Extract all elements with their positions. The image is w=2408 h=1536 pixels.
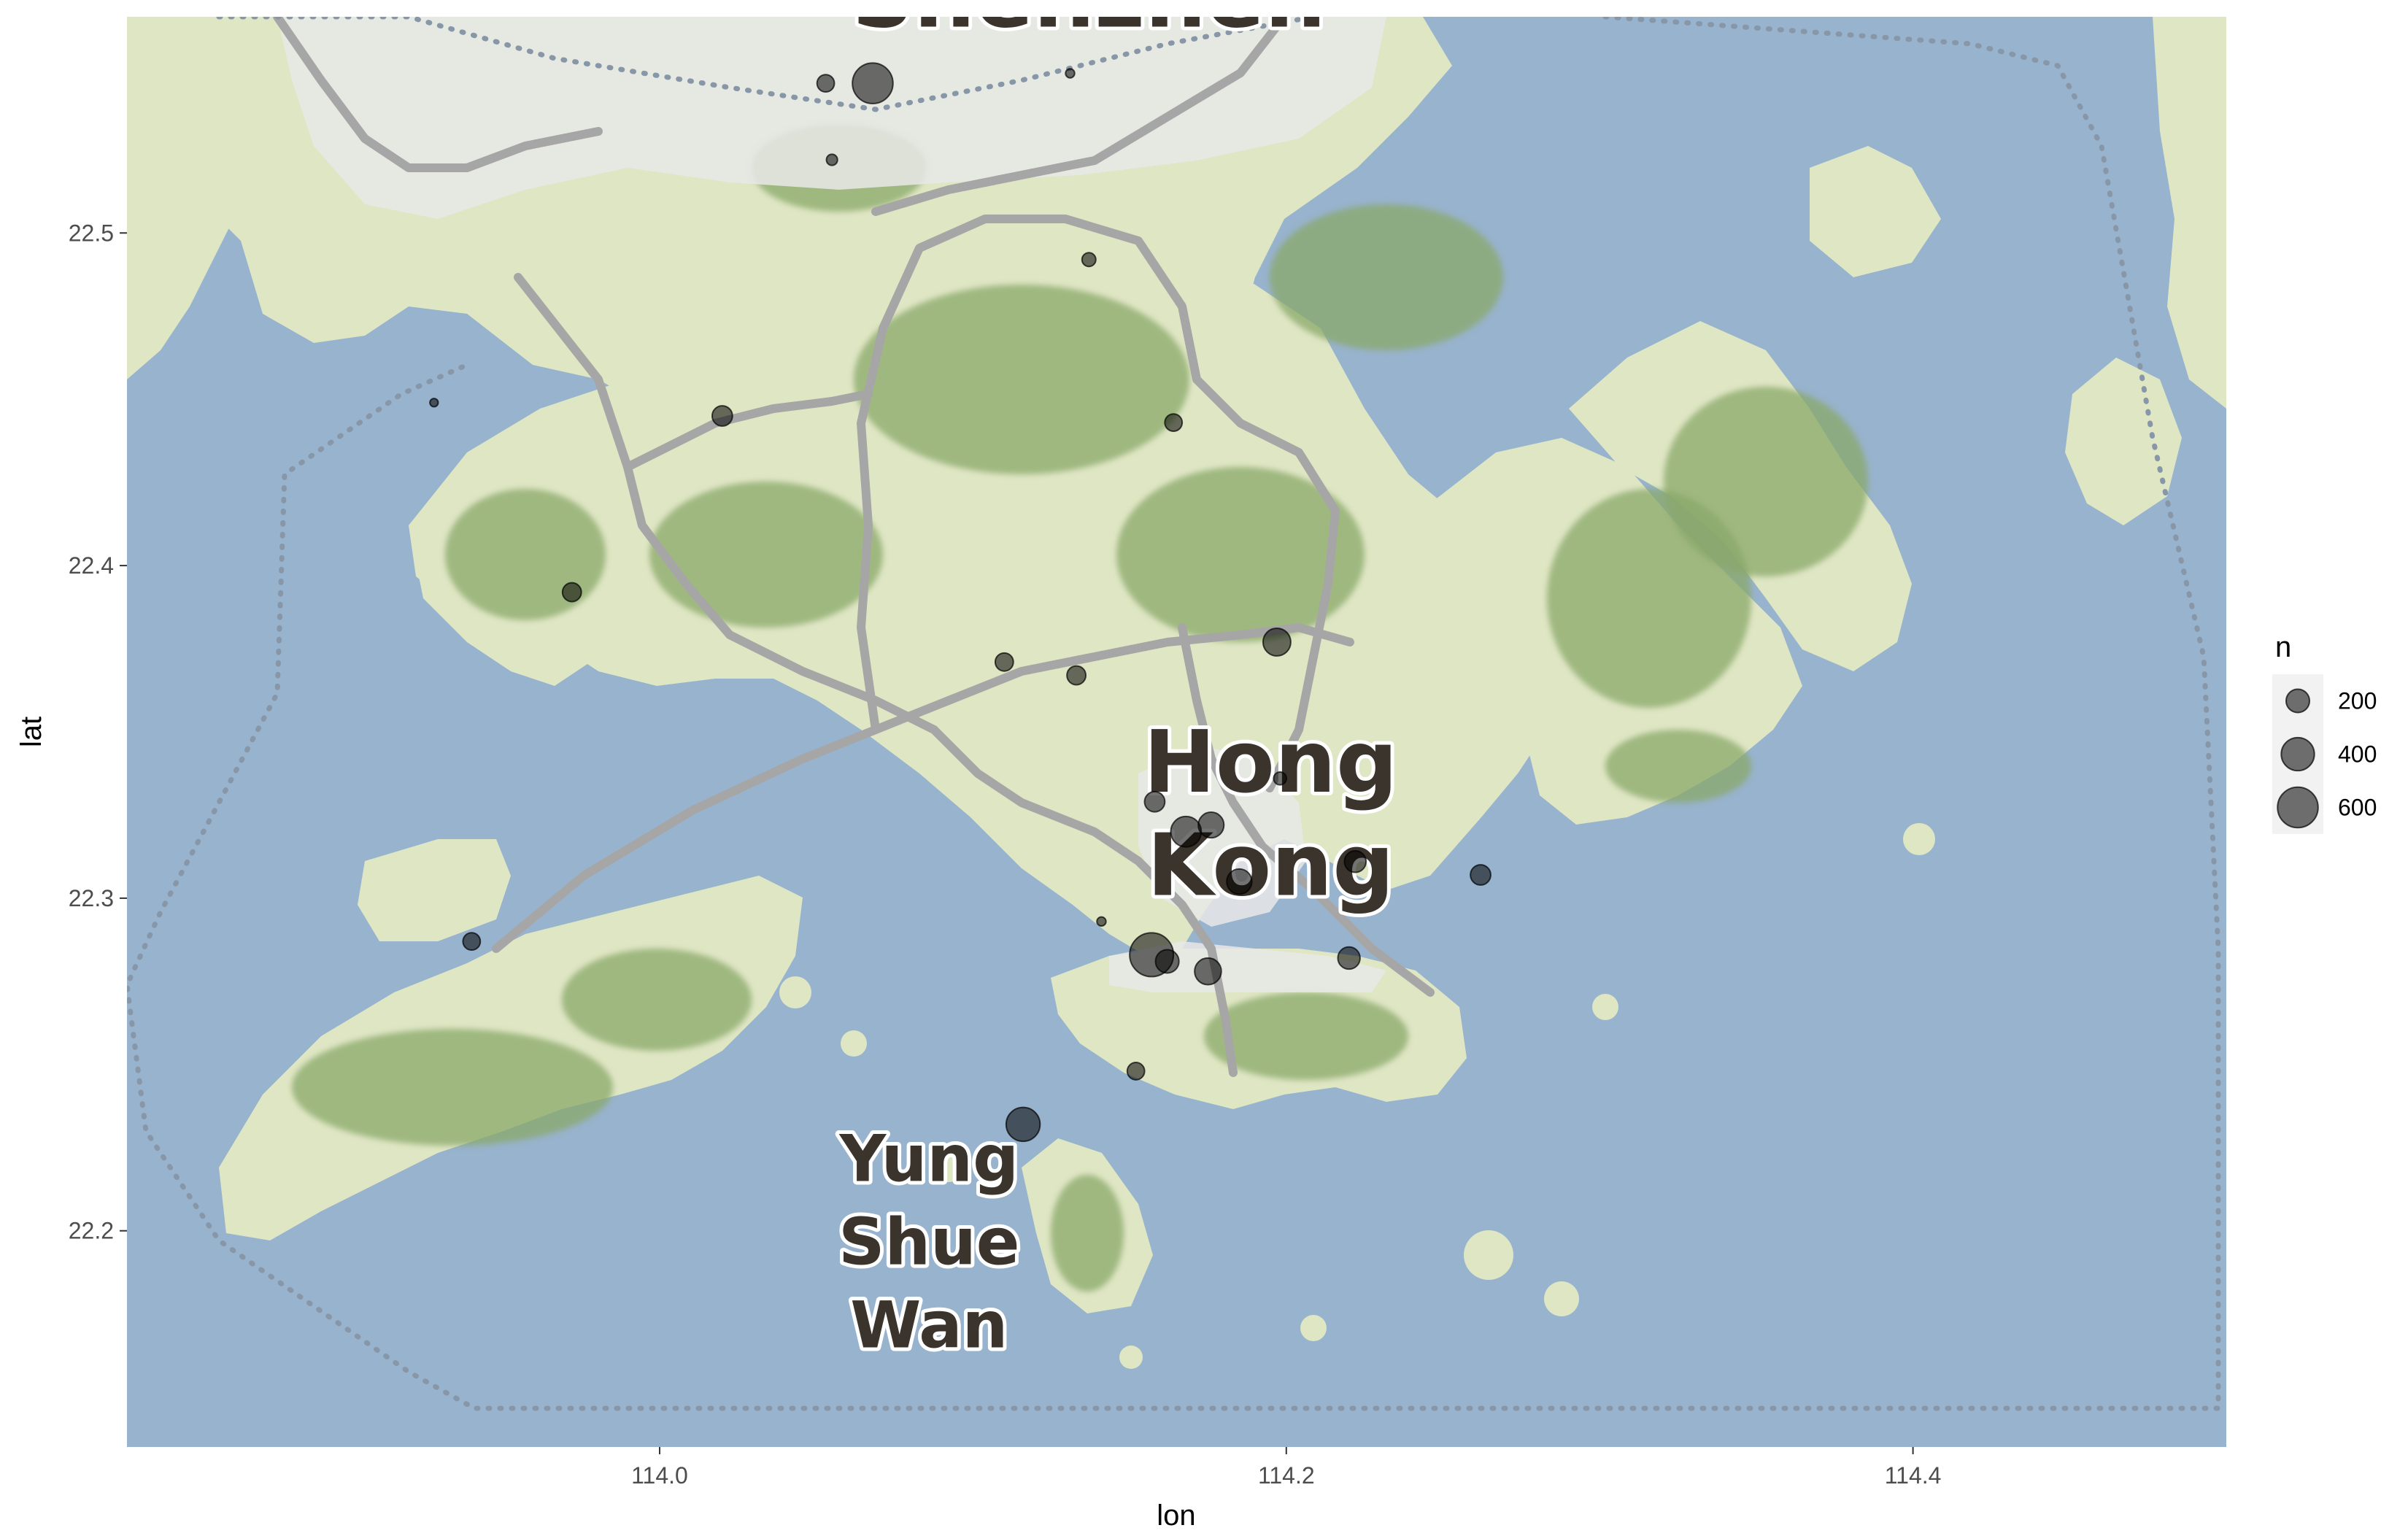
data-point[interactable]: [1164, 413, 1184, 432]
data-point[interactable]: [1343, 849, 1367, 873]
road-layer: [273, 17, 1435, 1077]
land-islet: [779, 976, 811, 1008]
data-point[interactable]: [1197, 811, 1225, 839]
y-tick-label: 22.3: [69, 885, 114, 911]
hill: [1270, 204, 1503, 350]
hill: [1116, 467, 1365, 642]
hill: [1664, 387, 1868, 576]
hill: [1051, 1175, 1124, 1292]
urban-shenzhen: [277, 17, 1386, 219]
land-islet: [1592, 994, 1618, 1020]
data-point[interactable]: [1262, 627, 1292, 657]
data-point[interactable]: [1337, 946, 1361, 970]
y-axis-title: lat: [15, 717, 47, 747]
road-major: [514, 273, 938, 734]
legend-label: 400: [2338, 741, 2377, 768]
data-point[interactable]: [1194, 957, 1222, 986]
urban-layer: [277, 17, 1386, 992]
legend-label: 600: [2338, 795, 2377, 821]
land-islet: [1300, 1315, 1327, 1341]
data-point[interactable]: [1005, 1106, 1041, 1143]
y-tick-label: 22.5: [69, 220, 114, 246]
land-shekou: [127, 17, 314, 379]
hill: [562, 949, 752, 1051]
data-point[interactable]: [711, 405, 733, 427]
x-tick-label: 114.2: [1258, 1462, 1315, 1489]
legend-key-circle: [2280, 736, 2315, 772]
data-point[interactable]: [1170, 815, 1203, 848]
data-point[interactable]: [1154, 949, 1180, 974]
data-point[interactable]: [825, 153, 838, 166]
hill: [854, 285, 1189, 474]
x-axis-title: lon: [1157, 1500, 1195, 1532]
data-point[interactable]: [462, 932, 482, 952]
road-major: [492, 623, 1354, 953]
urban-kowloon: [1138, 744, 1306, 927]
land-islet: [1544, 1281, 1579, 1316]
land-islet: [1464, 1230, 1513, 1280]
road-major: [273, 17, 603, 172]
place-label: Wan: [850, 1287, 1008, 1362]
y-tick-label: 22.2: [69, 1218, 114, 1244]
data-point[interactable]: [816, 74, 836, 93]
land-far-east: [2153, 17, 2226, 409]
place-label: Shenzhen: [852, 0, 1326, 47]
hill: [445, 489, 606, 620]
land-ne-top: [1810, 146, 1941, 277]
hill: [1204, 992, 1408, 1080]
data-point[interactable]: [1143, 790, 1166, 813]
y-tick-label: 22.4: [69, 552, 114, 579]
data-point[interactable]: [1065, 68, 1076, 79]
data-point[interactable]: [1470, 864, 1492, 886]
road-major: [857, 215, 1340, 734]
land-airport: [358, 839, 511, 941]
hill: [292, 1029, 613, 1146]
data-point[interactable]: [852, 62, 894, 104]
place-label: Hong: [1143, 711, 1397, 812]
legend-title: n: [2275, 631, 2291, 663]
data-point[interactable]: [1066, 665, 1087, 686]
land-islet: [1119, 1346, 1143, 1369]
road-major: [623, 390, 873, 471]
y-axis: 22.2 22.3 22.4 22.5: [69, 220, 127, 1244]
maritime-boundary: [127, 17, 2221, 1411]
map-panel[interactable]: ShenzhenHongKongYungShueWan: [127, 0, 2226, 1447]
data-point[interactable]: [1081, 252, 1097, 268]
data-point[interactable]: [994, 652, 1014, 672]
legend-key-circle: [2285, 688, 2311, 714]
hillshade-layer: [292, 124, 1868, 1292]
land-e-island: [2065, 358, 2182, 525]
road-major: [1265, 652, 1318, 792]
hill: [1605, 730, 1751, 803]
x-tick-label: 114.4: [1885, 1462, 1942, 1489]
legend-key-circle: [2277, 786, 2319, 829]
legend-keys: 200 400 600: [2272, 674, 2377, 834]
x-tick-label: 114.0: [631, 1462, 688, 1489]
data-point[interactable]: [1226, 868, 1253, 895]
data-point[interactable]: [429, 398, 439, 408]
data-point[interactable]: [1126, 1062, 1146, 1081]
road-major: [871, 17, 1289, 216]
place-label: Yung: [838, 1121, 1019, 1196]
land-islet: [841, 1030, 867, 1057]
place-labels: ShenzhenHongKongYungShueWan: [835, 0, 1401, 1366]
land-islet: [934, 1153, 963, 1182]
road-major: [1178, 623, 1435, 997]
data-point[interactable]: [561, 582, 582, 603]
legend-label: 200: [2338, 688, 2377, 714]
data-point[interactable]: [1273, 771, 1287, 786]
land-islet: [1903, 823, 1935, 855]
x-axis: 114.0 114.2 114.4: [631, 1447, 1941, 1489]
road-major: [930, 725, 1238, 1077]
data-point[interactable]: [1096, 916, 1107, 927]
place-label: Shue: [838, 1204, 1019, 1279]
hill: [649, 482, 883, 628]
size-legend: n 200 400 600: [2272, 631, 2377, 834]
points-layer: [429, 62, 1492, 1143]
urban-hk-north-shore: [1109, 941, 1386, 992]
